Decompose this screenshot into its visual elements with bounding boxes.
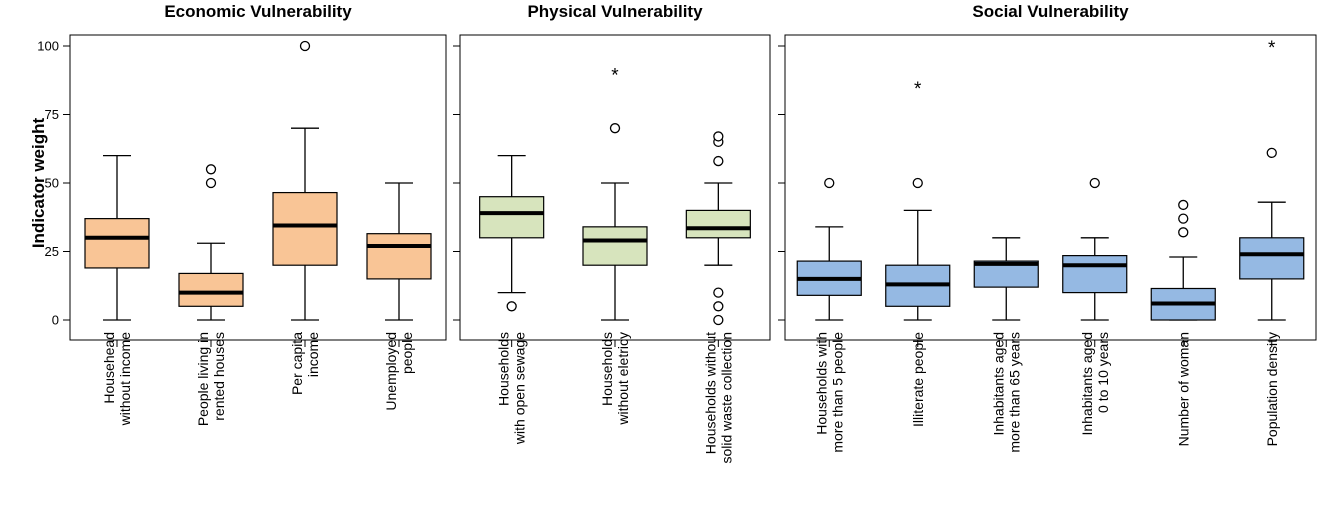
box-iqr bbox=[582, 226, 648, 266]
y-tick-label: 75 bbox=[45, 107, 59, 122]
y-axis-label: Indicator weight bbox=[29, 117, 48, 248]
category-label-line: Househead bbox=[101, 332, 117, 404]
y-tick-label: 25 bbox=[45, 244, 59, 259]
y-tick-label: 100 bbox=[37, 39, 59, 54]
box-1-2: Households without solid waste collection bbox=[685, 131, 751, 464]
category-label: Unemployed people bbox=[383, 332, 415, 411]
box-iqr bbox=[685, 209, 751, 239]
outlier-point bbox=[824, 177, 835, 189]
box-2-4: Number of woman bbox=[1150, 199, 1216, 446]
outlier-point bbox=[713, 131, 724, 142]
outlier-point bbox=[912, 177, 923, 189]
box-0-3: Unemployed people bbox=[366, 182, 432, 411]
category-label-line: Population density bbox=[1264, 332, 1280, 446]
category-label: Inhabitants aged more than 65 years bbox=[990, 332, 1022, 453]
category-label: Inhabitants aged 0 to 10 years bbox=[1079, 332, 1111, 436]
category-label: Illiterate people bbox=[910, 332, 926, 427]
category-label: Population density bbox=[1264, 332, 1280, 446]
box-0-0: Househead without income bbox=[84, 154, 150, 427]
outlier-point bbox=[1266, 147, 1277, 159]
outlier-point bbox=[1178, 227, 1189, 238]
box-iqr bbox=[366, 233, 432, 280]
outlier-point bbox=[1178, 199, 1189, 211]
category-label-line: Number of woman bbox=[1175, 332, 1191, 446]
box-2-3: Inhabitants aged 0 to 10 years bbox=[1062, 177, 1128, 436]
outlier-point bbox=[713, 287, 724, 298]
category-label-line: Households bbox=[496, 332, 512, 406]
category-label: Households without solid waste collection bbox=[702, 332, 734, 464]
category-label-line: more than 5 people bbox=[829, 332, 845, 453]
extreme-point: * bbox=[1268, 38, 1276, 59]
category-label: Households without eletricy bbox=[599, 332, 631, 426]
panel-frame bbox=[784, 34, 1317, 341]
category-label-line: with open sewage bbox=[512, 332, 528, 445]
category-label-line: Households with bbox=[813, 332, 829, 435]
outlier-point bbox=[713, 314, 724, 326]
outlier-point bbox=[609, 123, 621, 134]
category-label-line: People living in bbox=[195, 332, 211, 426]
category-label-line: solid waste collection bbox=[718, 332, 734, 464]
y-tick-label: 50 bbox=[45, 176, 59, 191]
box-iqr bbox=[178, 272, 244, 307]
outlier-point bbox=[1089, 177, 1100, 189]
category-label-line: without eletricy bbox=[615, 332, 631, 426]
category-label-line: Inhabitants aged bbox=[990, 332, 1006, 436]
panel-title: Physical Vulnerability bbox=[527, 2, 703, 21]
category-label: Households with open sewage bbox=[496, 332, 528, 445]
category-label-line: Households bbox=[599, 332, 615, 406]
box-iqr bbox=[84, 218, 150, 269]
outlier-point bbox=[205, 177, 217, 189]
category-label-line: 0 to 10 years bbox=[1095, 332, 1111, 413]
panel-title: Economic Vulnerability bbox=[164, 2, 352, 21]
box-1-1: * Households without eletricy bbox=[582, 65, 648, 426]
category-label-line: Per capita bbox=[289, 332, 305, 395]
box-0-2: Per capita income bbox=[272, 40, 338, 395]
category-label: People living in rented houses bbox=[195, 332, 227, 426]
category-label-line: people bbox=[399, 332, 415, 374]
box-1-0: Households with open sewage bbox=[479, 154, 545, 445]
box-2-1: * Illiterate people bbox=[885, 79, 951, 427]
panel-title: Social Vulnerability bbox=[972, 2, 1129, 21]
category-label: Households with more than 5 people bbox=[813, 332, 845, 453]
category-label-line: without income bbox=[117, 332, 133, 427]
box-2-0: Households with more than 5 people bbox=[796, 177, 862, 453]
outlier-point bbox=[713, 301, 724, 312]
panel-frame bbox=[69, 34, 447, 341]
box-iqr bbox=[1062, 255, 1128, 294]
panel-0: Economic Vulnerability 0 25 50 75 100 Househea… bbox=[37, 2, 447, 427]
outlier-point bbox=[299, 40, 311, 52]
box-0-1: People living in rented houses bbox=[178, 164, 244, 426]
category-label-line: Inhabitants aged bbox=[1079, 332, 1095, 436]
category-label-line: more than 65 years bbox=[1006, 332, 1022, 453]
category-label-line: Households without bbox=[702, 332, 718, 454]
box-2-5: * Population density bbox=[1239, 38, 1305, 446]
box-iqr bbox=[1239, 237, 1305, 280]
outlier-point bbox=[713, 155, 724, 167]
outlier-point bbox=[205, 164, 217, 175]
box-2-2: Inhabitants aged more than 65 years bbox=[973, 237, 1039, 453]
category-label: Number of woman bbox=[1175, 332, 1191, 446]
category-label-line: income bbox=[305, 332, 321, 377]
category-label: Househead without income bbox=[101, 332, 133, 427]
box-iqr bbox=[272, 191, 338, 266]
box-iqr bbox=[479, 196, 545, 239]
extreme-point: * bbox=[611, 65, 619, 86]
outlier-point bbox=[506, 301, 517, 312]
category-label: Per capita income bbox=[289, 332, 321, 395]
extreme-point: * bbox=[914, 79, 922, 100]
category-label-line: Unemployed bbox=[383, 332, 399, 411]
category-label-line: rented houses bbox=[211, 332, 227, 421]
y-tick-label: 0 bbox=[52, 313, 59, 328]
category-label-line: Illiterate people bbox=[910, 332, 926, 427]
outlier-point bbox=[1178, 213, 1189, 224]
